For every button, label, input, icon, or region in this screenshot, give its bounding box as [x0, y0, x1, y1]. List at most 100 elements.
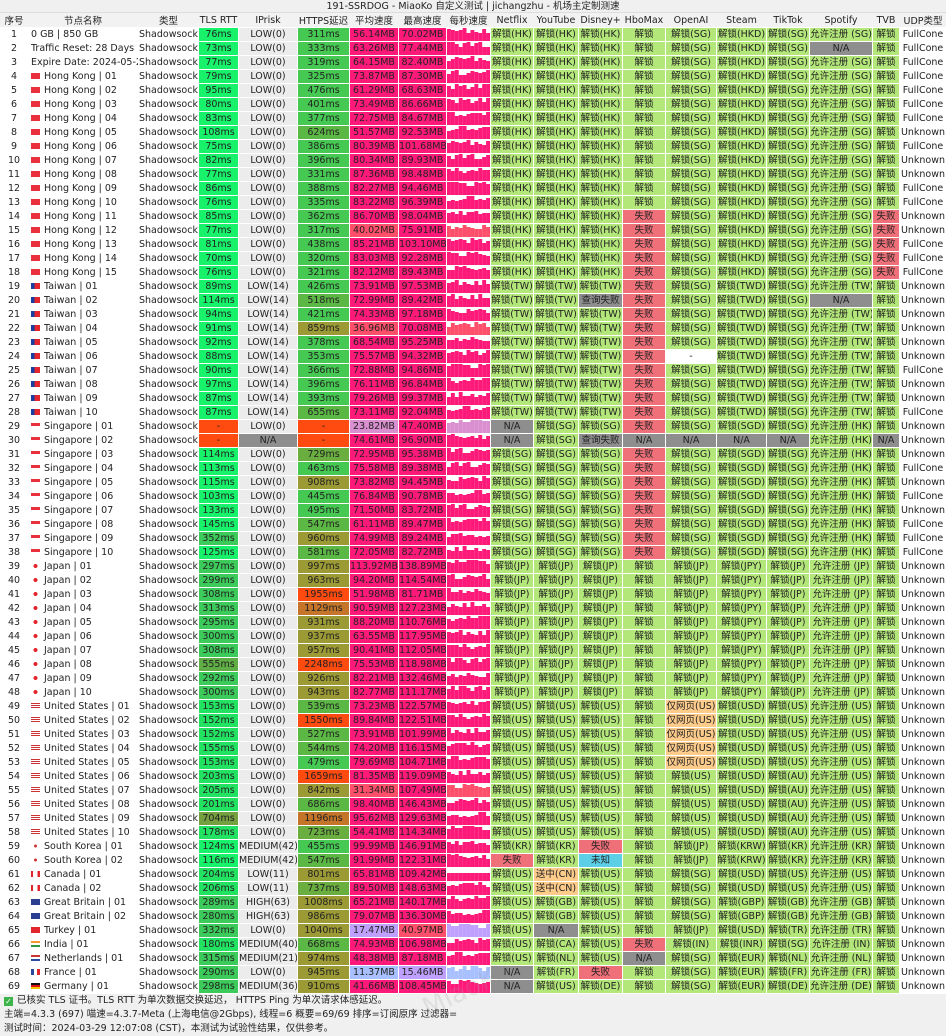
cell-max-speed: 136.30MB — [399, 910, 447, 924]
cell-spotify: 允许注册 (TW) — [810, 350, 873, 364]
header-spotify[interactable]: Spotify — [810, 13, 873, 28]
cell-tiktok: 解锁(US) — [767, 728, 810, 742]
header-node-name[interactable]: 节点名称 — [28, 13, 139, 28]
header-disney[interactable]: Disney+ — [579, 13, 623, 28]
header-openai[interactable]: OpenAI — [666, 13, 717, 28]
header-tvb[interactable]: TVB — [873, 13, 900, 28]
header-youtube[interactable]: YouTube — [534, 13, 579, 28]
header-index[interactable]: 序号 — [1, 13, 28, 28]
header-hbomax[interactable]: HboMax — [623, 13, 666, 28]
cell-per-second-speed — [447, 644, 491, 658]
header-udp-type[interactable]: UDP类型 — [900, 13, 946, 28]
cell-node-name: Hong Kong | 09 — [28, 182, 139, 196]
header-https-latency[interactable]: HTTPS延迟 — [298, 13, 350, 28]
cell-index: 63 — [1, 896, 28, 910]
header-netflix[interactable]: Netflix — [491, 13, 534, 28]
header-per-second-speed[interactable]: 每秒速度 — [447, 13, 491, 28]
cell-index: 53 — [1, 756, 28, 770]
header-tiktok[interactable]: TikTok — [767, 13, 810, 28]
header-iprisk[interactable]: IPrisk — [239, 13, 298, 28]
cell-udp-type: FullCone — [900, 462, 946, 476]
header-tls-rtt[interactable]: TLS RTT — [199, 13, 239, 28]
header-avg-speed[interactable]: 平均速度 — [350, 13, 399, 28]
header-steam[interactable]: Steam — [717, 13, 767, 28]
speed-sparkline — [447, 448, 490, 461]
header-max-speed[interactable]: 最高速度 — [399, 13, 447, 28]
node-name-text: Hong Kong | 03 — [44, 99, 117, 110]
cell-spotify: N/A — [810, 42, 873, 56]
header-type[interactable]: 类型 — [139, 13, 199, 28]
cell-disney: 解锁(US) — [579, 882, 623, 896]
